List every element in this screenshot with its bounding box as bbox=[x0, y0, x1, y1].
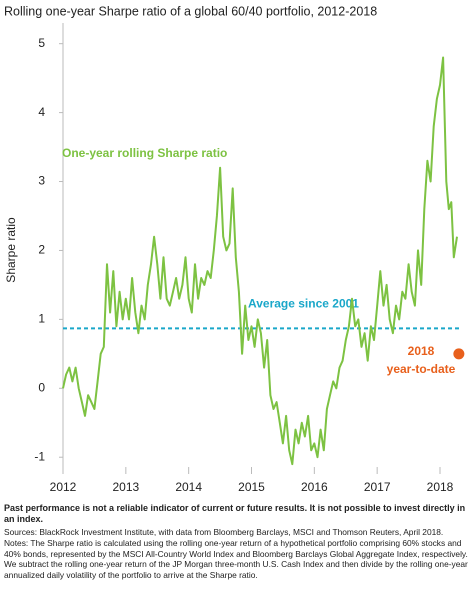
x-tick-label: 2017 bbox=[364, 480, 391, 494]
y-tick-label: 5 bbox=[38, 36, 45, 50]
disclaimer: Past performance is not a reliable indic… bbox=[4, 503, 466, 524]
notes: Notes: The Sharpe ratio is calculated us… bbox=[4, 538, 468, 580]
x-tick-label: 2012 bbox=[50, 480, 77, 494]
chart: Rolling one-year Sharpe ratio of a globa… bbox=[4, 4, 465, 494]
series-line bbox=[62, 56, 458, 466]
x-tick-label: 2013 bbox=[112, 480, 139, 494]
y-tick-label: 2 bbox=[38, 243, 45, 257]
y-tick-label: 1 bbox=[38, 312, 45, 326]
ytd-label: year-to-date bbox=[387, 362, 456, 376]
sources: Sources: BlackRock Investment Institute,… bbox=[4, 527, 444, 537]
y-tick-label: 4 bbox=[38, 105, 45, 119]
x-tick-label: 2018 bbox=[427, 480, 454, 494]
x-tick-label: 2016 bbox=[301, 480, 328, 494]
x-tick-label: 2014 bbox=[175, 480, 202, 494]
ytd-label: 2018 bbox=[408, 344, 435, 358]
y-axis-label: Sharpe ratio bbox=[4, 217, 18, 283]
x-tick-label: 2015 bbox=[238, 480, 265, 494]
series-label: One-year rolling Sharpe ratio bbox=[62, 146, 227, 160]
y-tick-label: -1 bbox=[34, 449, 45, 463]
chart-title: Rolling one-year Sharpe ratio of a globa… bbox=[4, 4, 377, 18]
y-tick-label: 0 bbox=[38, 380, 45, 394]
ytd-point bbox=[453, 348, 465, 360]
y-tick-label: 3 bbox=[38, 174, 45, 188]
average-label: Average since 2001 bbox=[248, 297, 359, 311]
